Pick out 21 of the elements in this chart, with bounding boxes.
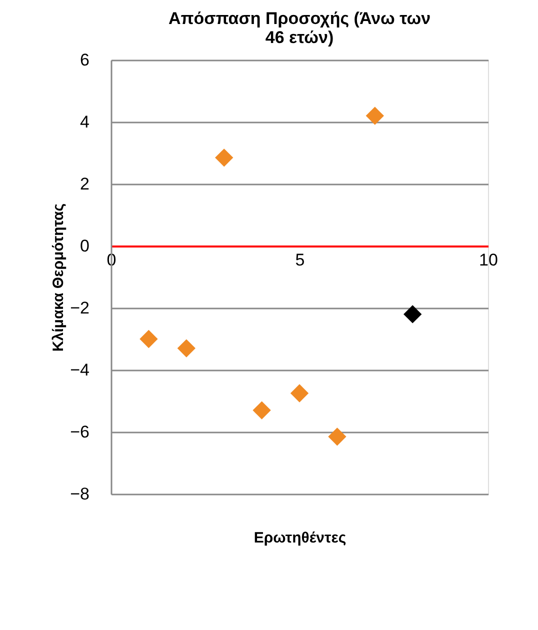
y-tick-label: −8: [70, 484, 90, 504]
point: [328, 428, 346, 446]
y-tick-label: 2: [80, 174, 90, 194]
y-tick-label: 0: [80, 236, 90, 256]
point: [404, 305, 422, 324]
x-tick-label: 5: [295, 250, 305, 270]
point: [290, 384, 309, 402]
point: [215, 148, 234, 167]
chart-title: Απόσπαση Προσοχής (Άνω των 46 ετών): [168, 9, 431, 47]
y-tick-label: −4: [70, 360, 90, 380]
y-tick-label: 6: [80, 50, 90, 70]
point: [366, 106, 384, 125]
point: [177, 339, 196, 358]
point: [252, 401, 271, 420]
x-axis-title: Ερωτηθέντες: [254, 530, 346, 546]
y-tick-label: −2: [70, 298, 90, 318]
y-tick-label: −6: [70, 422, 90, 442]
y-axis-title: Κλίμακα Θερμότητας: [50, 203, 68, 352]
point: [140, 330, 158, 348]
x-tick-label: 10: [479, 250, 498, 270]
y-tick-label: 4: [80, 112, 90, 132]
